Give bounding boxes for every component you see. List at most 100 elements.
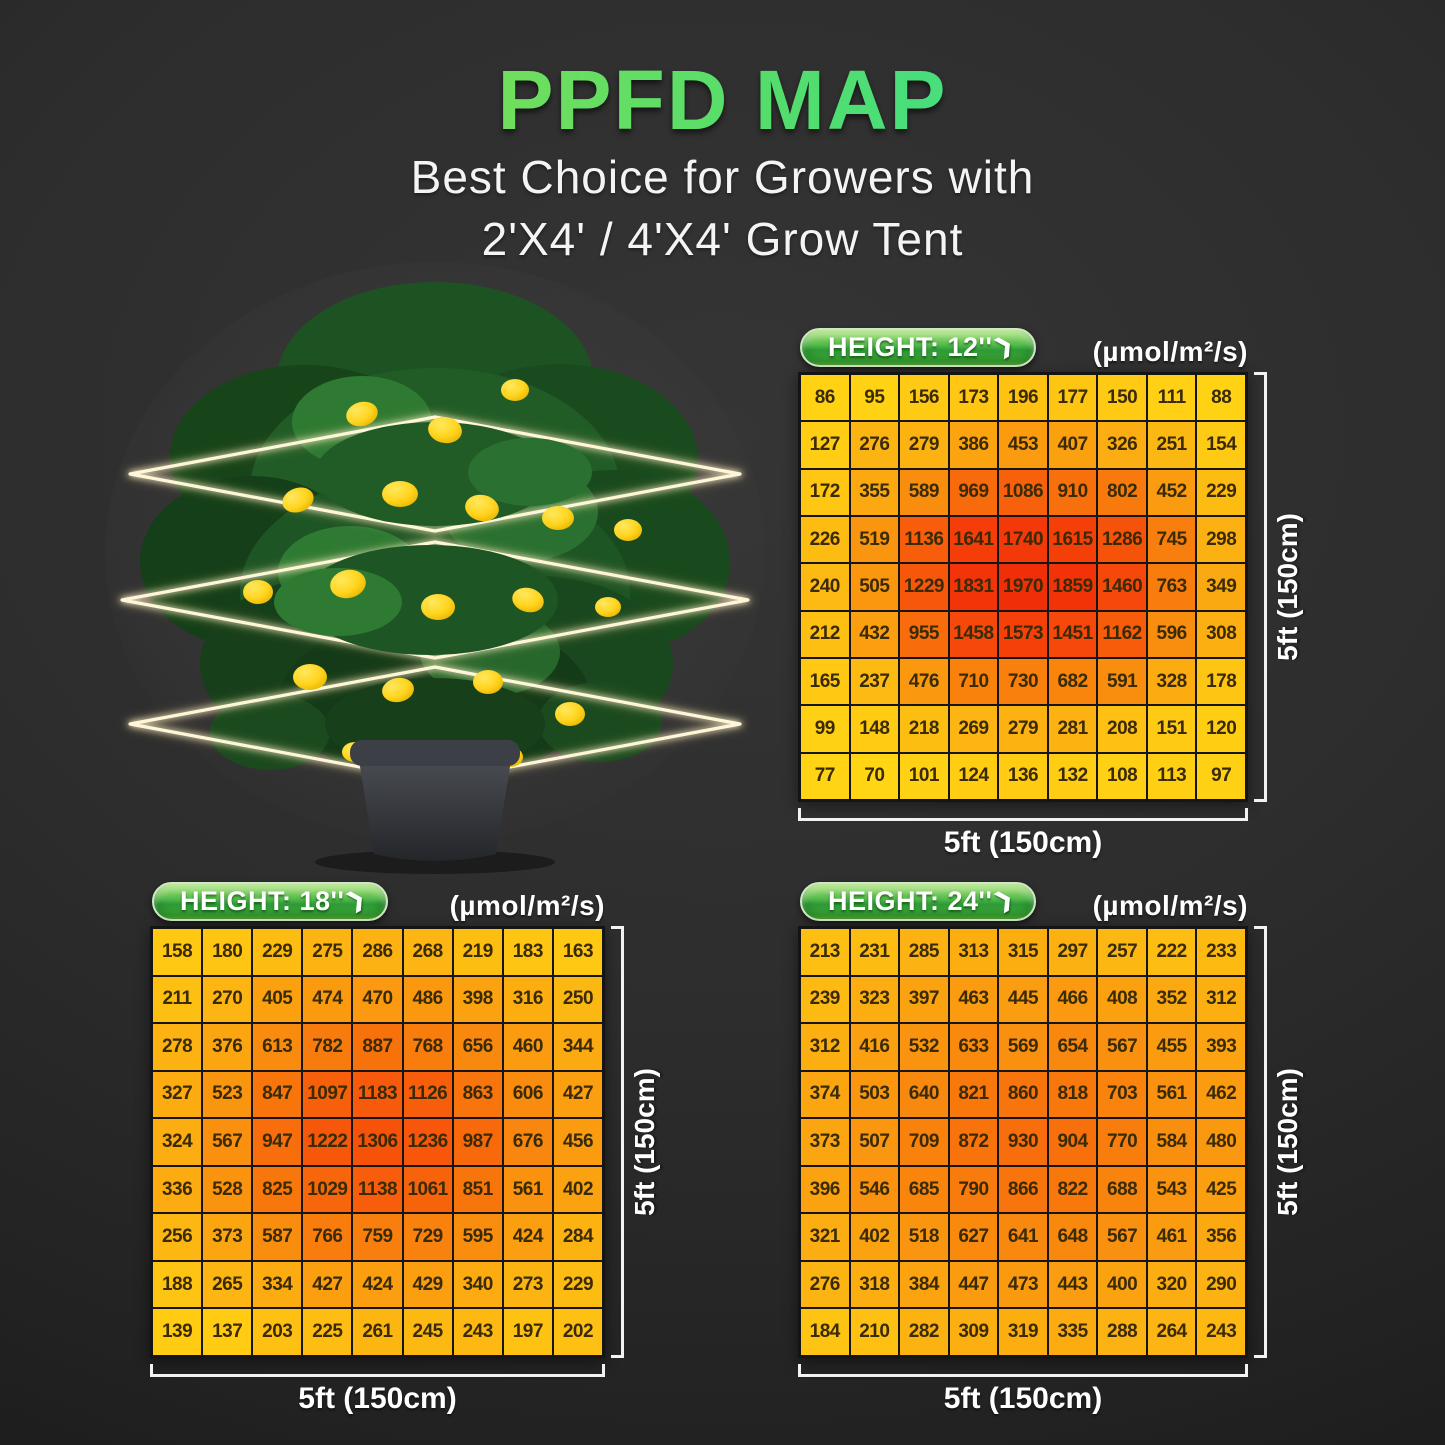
ppfd-value-cell: 151: [1146, 705, 1197, 753]
ppfd-value-cell: 97: [1196, 752, 1246, 800]
ppfd-value-cell: 1458: [948, 610, 999, 658]
ppfd-value-cell: 319: [998, 1308, 1048, 1356]
ppfd-value-cell: 505: [849, 563, 900, 611]
ppfd-value-cell: 202: [552, 1308, 603, 1356]
ppfd-value-cell: 312: [800, 1023, 850, 1071]
ppfd-value-cell: 1236: [402, 1118, 453, 1166]
ppfd-value-cell: 866: [998, 1165, 1048, 1214]
ppfd-value-cell: 111: [1146, 374, 1197, 422]
ppfd-value-cell: 269: [948, 705, 999, 753]
ppfd-value-cell: 211: [152, 975, 203, 1024]
ppfd-value-cell: 1641: [948, 515, 999, 564]
ppfd-value-cell: 416: [849, 1023, 900, 1071]
ppfd-value-cell: 1286: [1097, 515, 1147, 564]
ppfd-value-cell: 335: [1047, 1308, 1098, 1356]
ppfd-value-cell: 407: [1047, 421, 1098, 469]
ppfd-value-cell: 802: [1097, 468, 1147, 516]
ppfd-value-cell: 298: [1196, 515, 1246, 564]
ppfd-value-cell: 567: [202, 1118, 253, 1166]
ppfd-value-cell: 225: [302, 1308, 353, 1356]
ppfd-value-cell: 321: [800, 1213, 850, 1261]
ppfd-value-cell: 222: [1146, 928, 1197, 976]
ppfd-value-cell: 120: [1196, 705, 1246, 753]
ppfd-value-cell: 567: [1097, 1023, 1147, 1071]
ppfd-value-cell: 710: [948, 657, 999, 706]
ppfd-value-cell: 270: [202, 975, 253, 1024]
ppfd-value-cell: 1097: [302, 1070, 353, 1119]
ppfd-value-cell: 177: [1047, 374, 1098, 422]
ppfd-value-cell: 132: [1047, 752, 1098, 800]
ppfd-value-cell: 400: [1097, 1260, 1147, 1309]
ppfd-value-cell: 648: [1047, 1213, 1098, 1261]
ppfd-value-cell: 904: [1047, 1118, 1098, 1166]
ppfd-value-cell: 229: [552, 1260, 603, 1309]
ppfd-value-cell: 851: [452, 1165, 503, 1214]
ppfd-value-cell: 284: [552, 1213, 603, 1261]
ppfd-value-cell: 318: [849, 1260, 900, 1309]
ppfd-value-cell: 729: [402, 1213, 453, 1261]
ppfd-value-cell: 887: [352, 1023, 403, 1071]
ppfd-value-cell: 398: [452, 975, 503, 1024]
ppfd-value-cell: 613: [252, 1023, 303, 1071]
ppfd-value-cell: 745: [1146, 515, 1197, 564]
ppfd-value-cell: 245: [402, 1308, 453, 1356]
ppfd-value-cell: 709: [899, 1118, 949, 1166]
ppfd-value-cell: 315: [998, 928, 1048, 976]
ppfd-heatmap-grid-24in: 213 231 285 313 315 297 257 222 233 239 323 397 463 4…: [798, 926, 1248, 1358]
ppfd-value-cell: 818: [1047, 1070, 1098, 1119]
ppfd-value-cell: 1029: [302, 1165, 353, 1214]
ppfd-value-cell: 1222: [302, 1118, 353, 1166]
ppfd-value-cell: 532: [899, 1023, 949, 1071]
ppfd-value-cell: 947: [252, 1118, 303, 1166]
ppfd-value-cell: 212: [800, 610, 850, 658]
ppfd-value-cell: 273: [502, 1260, 553, 1309]
ppfd-value-cell: 328: [1146, 657, 1197, 706]
ppfd-value-cell: 1740: [998, 515, 1048, 564]
x-axis-bracket: [798, 808, 1248, 821]
x-axis-bracket: [798, 1364, 1248, 1377]
ppfd-value-cell: 470: [352, 975, 403, 1024]
ppfd-value-cell: 910: [1047, 468, 1098, 516]
ppfd-value-cell: 101: [899, 752, 949, 800]
ppfd-value-cell: 240: [800, 563, 850, 611]
ppfd-value-cell: 373: [800, 1118, 850, 1166]
ppfd-value-cell: 178: [1196, 657, 1246, 706]
ppfd-value-cell: 95: [849, 374, 900, 422]
ppfd-value-cell: 344: [552, 1023, 603, 1071]
ppfd-value-cell: 456: [552, 1118, 603, 1166]
ppfd-value-cell: 229: [1196, 468, 1246, 516]
ppfd-value-cell: 276: [800, 1260, 850, 1309]
ppfd-value-cell: 229: [252, 928, 303, 976]
ppfd-value-cell: 654: [1047, 1023, 1098, 1071]
ppfd-value-cell: 286: [352, 928, 403, 976]
ppfd-value-cell: 847: [252, 1070, 303, 1119]
ppfd-value-cell: 596: [1146, 610, 1197, 658]
ppfd-value-cell: 518: [899, 1213, 949, 1261]
ppfd-value-cell: 397: [899, 975, 949, 1024]
ppfd-value-cell: 316: [502, 975, 553, 1024]
ppfd-value-cell: 860: [998, 1070, 1048, 1119]
ppfd-value-cell: 261: [352, 1308, 403, 1356]
ppfd-value-cell: 474: [302, 975, 353, 1024]
ppfd-value-cell: 156: [899, 374, 949, 422]
ppfd-value-cell: 139: [152, 1308, 203, 1356]
ppfd-value-cell: 930: [998, 1118, 1048, 1166]
ppfd-value-cell: 108: [1097, 752, 1147, 800]
ppfd-value-cell: 640: [899, 1070, 949, 1119]
ppfd-value-cell: 561: [1146, 1070, 1197, 1119]
ppfd-value-cell: 251: [1146, 421, 1197, 469]
ppfd-value-cell: 213: [800, 928, 850, 976]
ppfd-value-cell: 507: [849, 1118, 900, 1166]
ppfd-value-cell: 281: [1047, 705, 1098, 753]
ppfd-value-cell: 480: [1196, 1118, 1246, 1166]
ppfd-heatmap-grid-12in: 86 95 156 173 196 177 150 111 88 127 276 279 386 453 4…: [798, 372, 1248, 802]
heatmap-panel-18in: HEIGHT: 18'' ❯ (µmol/m²/s) 158 180 229 275 2…: [150, 882, 685, 1417]
ppfd-value-cell: 567: [1097, 1213, 1147, 1261]
ppfd-value-cell: 1306: [352, 1118, 403, 1166]
ppfd-value-cell: 872: [948, 1118, 999, 1166]
x-axis-label: 5ft (150cm): [943, 826, 1103, 859]
ppfd-value-cell: 405: [252, 975, 303, 1024]
ppfd-value-cell: 386: [948, 421, 999, 469]
height-12-badge: HEIGHT: 12'' ❯: [800, 328, 1036, 367]
ppfd-value-cell: 561: [502, 1165, 553, 1214]
